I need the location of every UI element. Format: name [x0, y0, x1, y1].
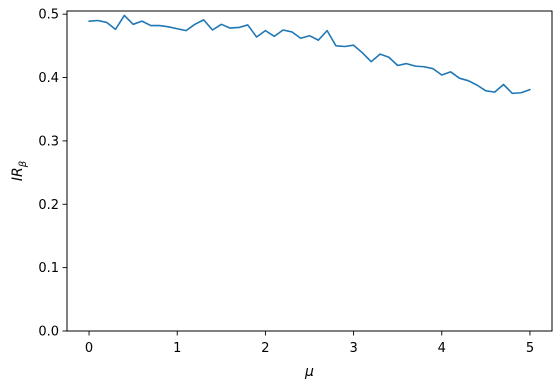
series-line	[88, 14, 531, 95]
y-tick-label: 0.4	[38, 71, 59, 86]
x-tick-label: 5	[526, 341, 534, 356]
y-axis-ticks: 0.0 0.1 0.2 0.3 0.4 0.5	[38, 8, 67, 340]
x-tick-label: 0	[85, 341, 93, 356]
x-tick-label: 4	[438, 341, 446, 356]
y-tick-label: 0.5	[38, 8, 59, 23]
y-tick-label: 0.2	[38, 198, 59, 213]
y-axis-label: IRβ	[10, 160, 29, 181]
y-tick-label: 0.1	[38, 261, 59, 276]
x-tick-label: 2	[261, 341, 269, 356]
x-axis-ticks: 0 1 2 3 4 5	[85, 331, 534, 356]
y-tick-label: 0.0	[38, 325, 59, 340]
x-tick-label: 3	[349, 341, 357, 356]
y-tick-label: 0.3	[38, 134, 59, 149]
plot-frame	[66, 10, 553, 332]
x-tick-label: 1	[173, 341, 181, 356]
x-axis-label: μ	[304, 364, 314, 380]
